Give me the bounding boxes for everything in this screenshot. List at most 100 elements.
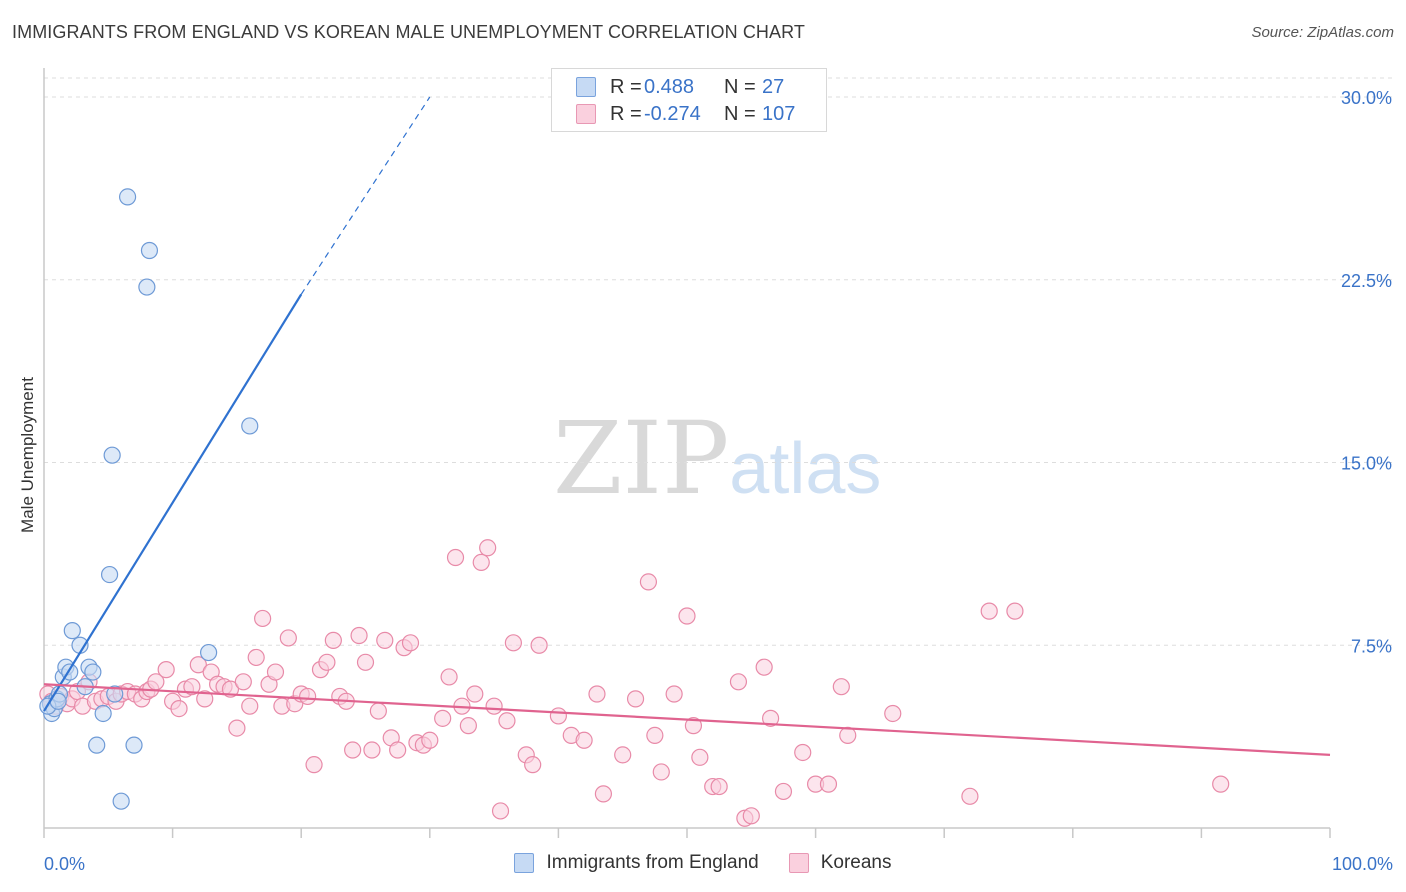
korean-point xyxy=(504,634,522,652)
england-point xyxy=(241,417,259,435)
x-tick-label-max: 100.0% xyxy=(1332,854,1393,874)
korean-point xyxy=(234,673,252,691)
y-tick-label: 30.0% xyxy=(1341,88,1392,108)
korean-point xyxy=(157,661,175,679)
korean-point xyxy=(324,631,342,649)
korean-point xyxy=(742,807,760,825)
legend-swatch-koreans xyxy=(576,104,596,124)
korean-point xyxy=(832,678,850,696)
legend-r-value: 0.488 xyxy=(644,75,695,98)
korean-point xyxy=(530,636,548,654)
korean-point xyxy=(479,539,497,557)
korean-point xyxy=(376,631,394,649)
korean-point xyxy=(961,787,979,805)
korean-point xyxy=(459,717,477,735)
korean-point xyxy=(221,680,240,698)
korean-point xyxy=(614,746,632,764)
legend-row-england: R = 0.488 N = 27 xyxy=(576,75,784,99)
england-trend-line xyxy=(43,293,303,712)
series-label-england: Immigrants from England xyxy=(546,852,759,873)
korean-point xyxy=(652,763,670,781)
y-tick-label: 15.0% xyxy=(1341,454,1392,474)
series-label-koreans: Koreans xyxy=(820,852,892,873)
korean-point xyxy=(318,653,336,671)
england-point xyxy=(100,565,119,584)
watermark: ZIPatlas xyxy=(553,400,881,517)
legend-n-label: N = xyxy=(724,75,756,98)
korean-point xyxy=(665,685,683,703)
legend-r-label: R = xyxy=(610,75,642,98)
watermark-atlas: atlas xyxy=(729,429,882,509)
korean-point xyxy=(196,690,214,708)
watermark-zip: ZIP xyxy=(553,400,730,517)
korean-point xyxy=(446,548,465,567)
england-point xyxy=(94,704,112,723)
korean-point xyxy=(1212,775,1230,793)
korean-point xyxy=(678,607,696,625)
england-point xyxy=(103,446,121,464)
korean-point xyxy=(755,658,773,676)
korean-point xyxy=(691,748,709,766)
korean-point xyxy=(279,629,297,647)
korean-point xyxy=(980,602,998,620)
legend-n-value: 107 xyxy=(762,102,796,125)
korean-point xyxy=(626,690,645,708)
korean-point xyxy=(401,634,420,652)
england-point xyxy=(112,792,130,810)
series-legend-england[interactable]: Immigrants from England xyxy=(514,852,759,874)
korean-point xyxy=(356,653,375,671)
england-point xyxy=(84,663,102,681)
england-point xyxy=(200,643,218,662)
legend-r-label: R = xyxy=(610,102,642,125)
korean-point xyxy=(819,775,838,793)
korean-point xyxy=(266,663,285,681)
korean-point xyxy=(1006,602,1024,620)
korean-point xyxy=(884,704,902,723)
england-point xyxy=(106,685,124,703)
legend-n-value: 27 xyxy=(762,75,785,98)
x-tick-label-min: 0.0% xyxy=(44,854,85,874)
korean-point xyxy=(472,553,490,572)
korean-point xyxy=(710,777,728,796)
source-credit: Source: ZipAtlas.com xyxy=(1251,24,1394,41)
korean-point xyxy=(524,756,542,774)
korean-point xyxy=(305,756,323,774)
korean-point xyxy=(350,626,368,645)
korean-point xyxy=(588,685,606,703)
korean-point xyxy=(729,673,748,691)
korean-point xyxy=(794,743,812,762)
y-tick-label: 22.5% xyxy=(1341,271,1392,291)
korean-point xyxy=(684,717,703,735)
korean-point xyxy=(440,668,458,686)
korean-point xyxy=(299,687,317,706)
korean-point xyxy=(241,697,259,715)
korean-point xyxy=(389,741,407,759)
korean-point xyxy=(466,685,484,703)
korean-point xyxy=(575,731,593,749)
korean-point xyxy=(639,573,658,591)
legend-swatch-england xyxy=(576,77,596,97)
england-point xyxy=(63,622,81,640)
korean-point xyxy=(170,700,188,718)
korean-point xyxy=(594,785,613,803)
y-tick-label: 7.5% xyxy=(1351,636,1392,656)
series-swatch-england xyxy=(514,853,535,873)
legend-row-koreans: R = -0.274 N = 107 xyxy=(576,102,795,126)
legend-n-label: N = xyxy=(724,102,756,125)
korean-point xyxy=(498,712,516,730)
series-legend-koreans[interactable]: Koreans xyxy=(788,852,892,874)
korean-point xyxy=(363,741,381,759)
korean-point xyxy=(491,802,510,820)
legend-r-value: -0.274 xyxy=(644,102,701,125)
korean-point xyxy=(254,609,272,628)
korean-point xyxy=(421,731,439,749)
korean-point xyxy=(369,702,387,720)
korean-point xyxy=(434,709,452,727)
korean-point xyxy=(228,719,246,737)
series-swatch-koreans xyxy=(788,853,809,873)
chart-title: IMMIGRANTS FROM ENGLAND VS KOREAN MALE U… xyxy=(12,22,806,42)
england-point xyxy=(118,188,137,206)
korean-point xyxy=(485,697,503,715)
england-point xyxy=(125,736,143,754)
